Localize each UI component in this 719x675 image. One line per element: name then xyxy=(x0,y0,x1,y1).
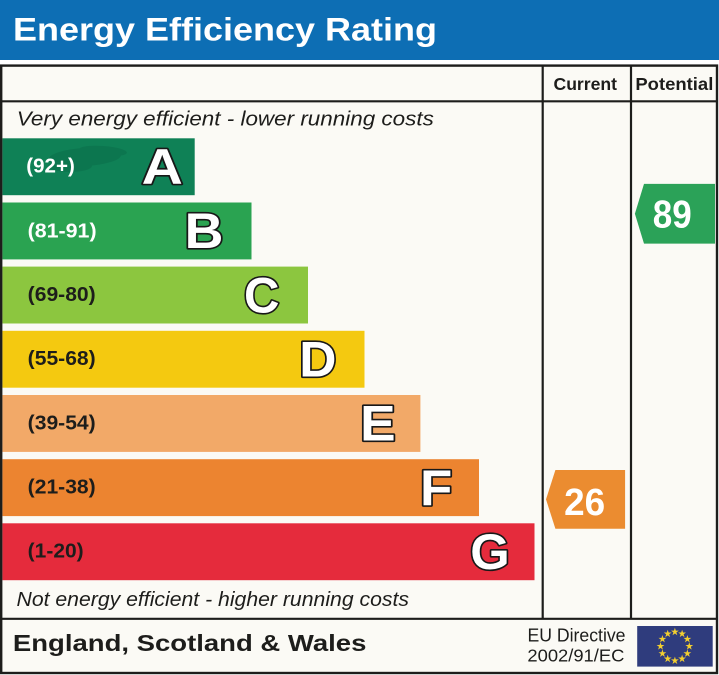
svg-text:Current: Current xyxy=(554,74,618,94)
svg-text:2002/91/EC: 2002/91/EC xyxy=(527,646,624,666)
svg-text:(39-54): (39-54) xyxy=(28,412,96,434)
svg-text:G: G xyxy=(470,524,510,580)
svg-text:Potential: Potential xyxy=(635,74,713,94)
svg-text:89: 89 xyxy=(653,194,692,237)
svg-text:(69-80): (69-80) xyxy=(28,284,96,306)
svg-text:(55-68): (55-68) xyxy=(28,348,96,370)
svg-text:(92+): (92+) xyxy=(26,155,75,177)
svg-text:EU Directive: EU Directive xyxy=(528,624,626,645)
svg-text:E: E xyxy=(360,396,396,452)
svg-text:A: A xyxy=(142,139,183,195)
svg-text:(1-20): (1-20) xyxy=(28,541,84,563)
svg-text:26: 26 xyxy=(564,482,605,524)
svg-text:England, Scotland & Wales: England, Scotland & Wales xyxy=(13,630,367,656)
svg-text:Not energy efficient - higher: Not energy efficient - higher running co… xyxy=(17,588,410,611)
svg-text:Very energy efficient - lower: Very energy efficient - lower running co… xyxy=(17,107,434,130)
svg-text:(21-38): (21-38) xyxy=(28,477,96,499)
svg-text:C: C xyxy=(244,267,279,323)
svg-text:B: B xyxy=(185,203,224,259)
svg-text:Energy Efficiency Rating: Energy Efficiency Rating xyxy=(13,11,437,47)
svg-text:F: F xyxy=(420,460,452,516)
svg-text:(81-91): (81-91) xyxy=(28,221,97,243)
svg-text:D: D xyxy=(299,332,336,388)
